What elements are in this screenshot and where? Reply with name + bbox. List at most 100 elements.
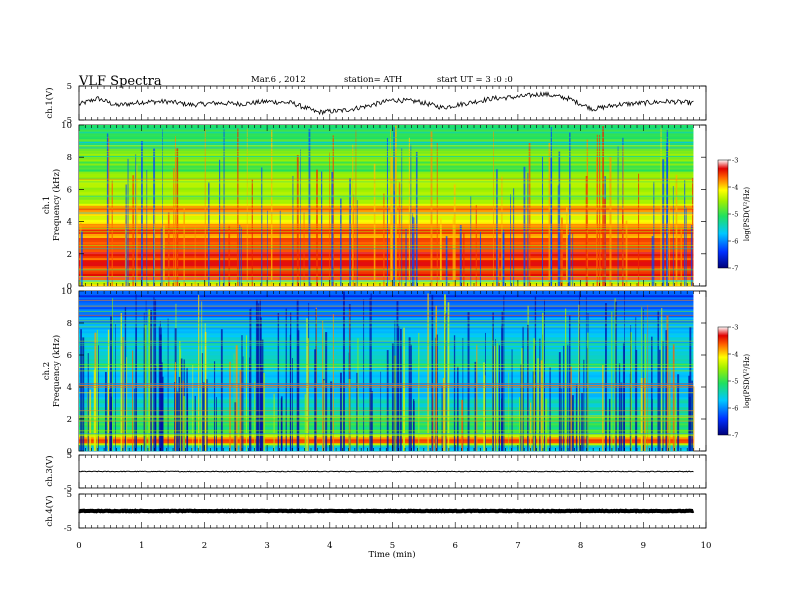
ch2-spectrogram-spike xyxy=(635,349,638,451)
ch2-spectrogram-spike xyxy=(476,344,478,451)
ch1-spectrogram-spike xyxy=(125,184,127,286)
ch2-spectrogram-band xyxy=(79,337,694,340)
ch2-spectrogram-spike xyxy=(498,344,501,451)
ch2-spectrogram-spike xyxy=(571,395,574,451)
ch2-spectrogram-ytick-label: 6 xyxy=(67,351,72,361)
ch1-spectrogram-line xyxy=(79,275,694,277)
ch1-spectrogram-spike xyxy=(154,210,155,286)
ch1-spectrogram-band xyxy=(79,221,694,224)
ch1-spectrogram-spike xyxy=(329,152,330,286)
ch1-spectrogram-spike xyxy=(690,225,693,286)
ch2-spectrogram-spike xyxy=(614,298,616,451)
ch1-spectrogram-spike xyxy=(373,163,376,286)
ch2-spectrogram-spike xyxy=(494,345,496,451)
ch2-spectrogram-spike xyxy=(234,402,237,451)
ch2-spectrogram-spike xyxy=(342,385,344,451)
ch2-spectrogram-spike xyxy=(474,361,477,451)
ch2-spectrogram-spike xyxy=(292,358,293,451)
ch1-spectrogram-band xyxy=(79,253,694,257)
ch2-spectrogram-spike xyxy=(496,342,498,451)
ch1-spectrogram-band xyxy=(79,199,694,202)
ch1-spectrogram-spike xyxy=(393,127,395,287)
ch2-spectrogram-band xyxy=(79,323,694,326)
ch2-spectrogram-spike xyxy=(201,353,203,451)
ch2-spectrogram-band xyxy=(79,407,694,410)
ch2-spectrogram-band xyxy=(79,325,694,328)
ch2-spectrogram-band xyxy=(79,399,694,402)
ch1-spectrogram-spike xyxy=(261,167,263,286)
ch2-spectrogram-spike xyxy=(174,362,176,451)
ch1-spectrogram-line xyxy=(79,225,694,227)
ch1-spectrogram-line xyxy=(79,142,694,144)
ch1-spectrogram-spike xyxy=(183,208,185,286)
ch1-spectrogram-band xyxy=(79,171,694,174)
ch1-spectrogram-spike xyxy=(162,128,163,286)
ch1-spectrogram-spike xyxy=(194,224,196,286)
ch2-spectrogram-colorbar-tick-label: -3 xyxy=(732,324,738,332)
ch1-spectrogram-line xyxy=(79,231,694,233)
ch1-spectrogram-spike xyxy=(266,210,268,286)
ch2-spectrogram-ytick-label: 10 xyxy=(61,287,72,297)
ch2-spectrogram-band xyxy=(79,301,694,304)
ch2-spectrogram-colorbar-tick-label: -5 xyxy=(732,378,738,386)
ch2-spectrogram-spike xyxy=(501,326,503,451)
header-date: Mar.6 , 2012 xyxy=(251,75,306,85)
ch2-spectrogram-spike xyxy=(561,388,563,451)
ch2-spectrogram-spike xyxy=(161,376,164,451)
ch1-spectrogram-line xyxy=(79,214,694,216)
ch2-spectrogram-spike xyxy=(391,343,394,451)
ch2-spectrogram-line xyxy=(79,385,694,387)
ch2-spectrogram-spike xyxy=(503,295,505,451)
ch2-spectrogram-spike xyxy=(306,318,308,451)
ch1-spectrogram-band xyxy=(79,163,694,166)
ch1-spectrogram-band xyxy=(79,263,694,267)
ch2-spectrogram-spike xyxy=(297,330,300,451)
ch1-spectrogram-band xyxy=(79,239,694,243)
ch2-spectrogram-spike xyxy=(442,378,445,451)
ch2-spectrogram-spike xyxy=(575,384,578,451)
ch1-waveform-ylabel: ch.1(V) xyxy=(44,87,55,118)
ch2-spectrogram-band xyxy=(79,333,694,336)
ch1-spectrogram-spike xyxy=(558,232,560,286)
ch2-spectrogram-spike xyxy=(349,308,351,451)
ch4-waveform-ylabel: ch.4(V) xyxy=(44,495,55,526)
ch2-spectrogram-band xyxy=(79,293,694,296)
ch1-spectrogram-line xyxy=(79,194,694,196)
ch2-spectrogram-spike xyxy=(112,298,113,451)
ch2-spectrogram-spike xyxy=(285,308,287,451)
ch1-spectrogram-spike xyxy=(240,227,242,286)
ch2-spectrogram-spike xyxy=(356,372,358,451)
ch1-spectrogram-spike xyxy=(239,224,241,286)
ch1-spectrogram-band xyxy=(79,185,694,188)
ch2-spectrogram-spike xyxy=(549,367,551,451)
ch2-spectrogram-band xyxy=(79,427,694,430)
ch2-spectrogram-line xyxy=(79,386,694,388)
ch2-spectrogram-spike xyxy=(527,324,529,451)
ch1-spectrogram-band xyxy=(79,201,694,204)
ch1-spectrogram-image xyxy=(79,125,694,287)
ch2-spectrogram-colorbar-tick-label: -4 xyxy=(732,351,738,359)
ch1-spectrogram-band xyxy=(79,229,694,232)
ch1-spectrogram-spike xyxy=(513,188,515,286)
ch2-spectrogram-band xyxy=(79,353,694,356)
ch2-spectrogram-band xyxy=(79,361,694,364)
ch1-spectrogram-spike xyxy=(558,150,561,286)
ch1-spectrogram-band xyxy=(79,151,694,154)
ch1-spectrogram-spike xyxy=(602,126,605,287)
ch2-spectrogram-band xyxy=(79,351,694,354)
ch1-spectrogram-spike xyxy=(292,175,294,286)
ch2-spectrogram-spike xyxy=(369,298,371,451)
ch2-spectrogram-spike xyxy=(521,348,523,451)
ch1-spectrogram-spike xyxy=(453,184,456,286)
ch2-spectrogram-band xyxy=(79,357,694,360)
ch1-spectrogram-band xyxy=(79,133,694,136)
ch1-spectrogram-spike xyxy=(353,194,355,286)
ch1-spectrogram-ytick-label: 10 xyxy=(61,121,72,131)
ch2-spectrogram-spike xyxy=(620,382,623,451)
ch2-spectrogram-spike xyxy=(545,398,548,451)
ch2-spectrogram-spike xyxy=(519,397,521,451)
ch2-spectrogram-spike xyxy=(662,340,664,451)
ch2-spectrogram-spike xyxy=(647,304,649,451)
ch2-spectrogram-spike xyxy=(583,359,585,451)
ch2-spectrogram-spike xyxy=(689,326,692,451)
